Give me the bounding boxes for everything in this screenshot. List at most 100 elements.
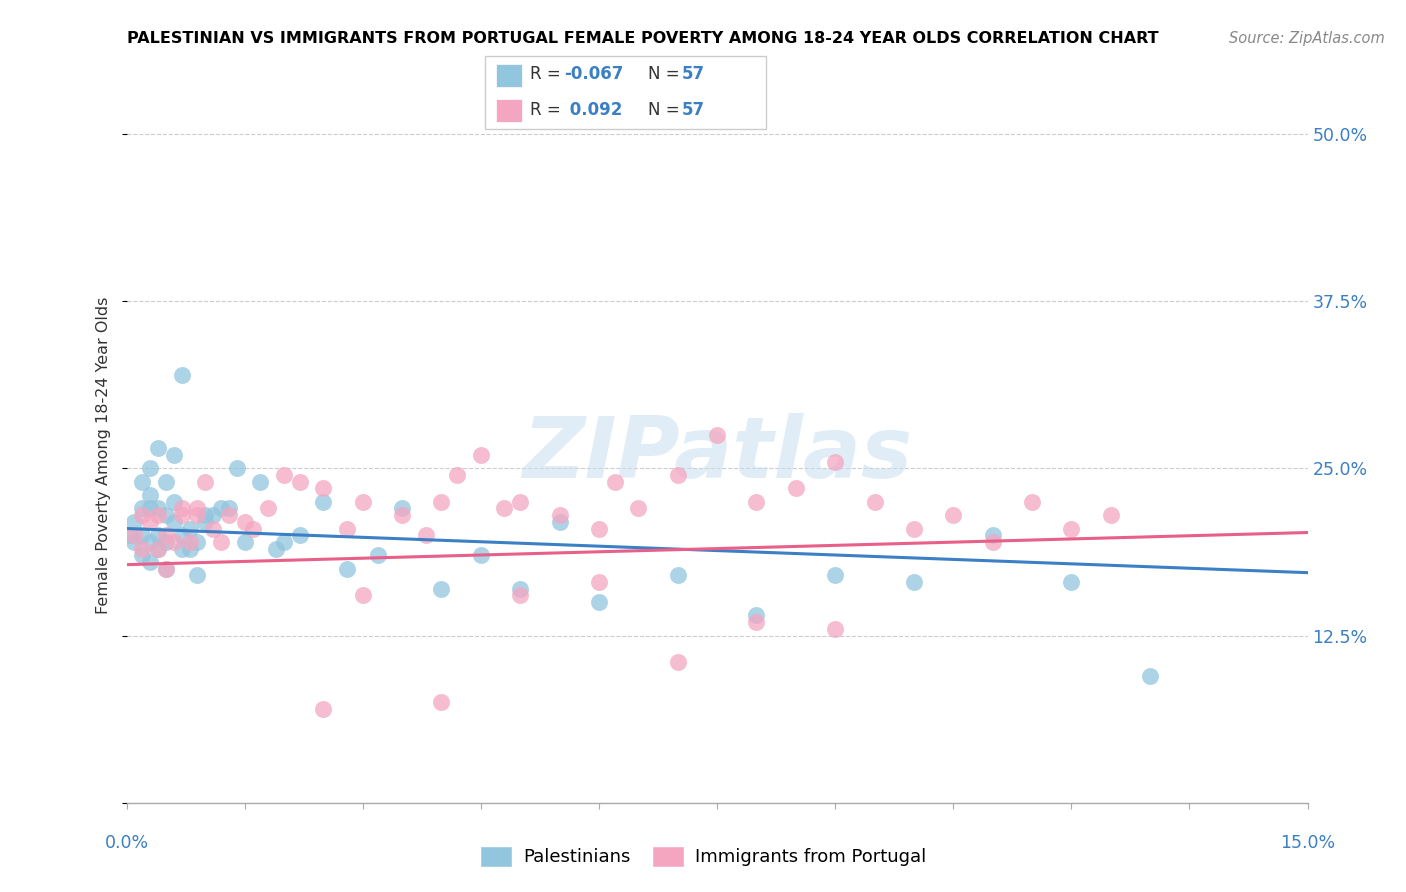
Text: R =: R = xyxy=(530,65,567,84)
Point xyxy=(745,615,768,630)
Point xyxy=(163,494,186,508)
Point xyxy=(170,508,193,523)
Point xyxy=(194,508,217,523)
Text: Source: ZipAtlas.com: Source: ZipAtlas.com xyxy=(1229,31,1385,46)
Point xyxy=(627,501,650,516)
Text: N =: N = xyxy=(648,65,685,84)
Point xyxy=(194,515,217,529)
Point xyxy=(824,622,846,636)
Point xyxy=(155,562,177,576)
Text: 57: 57 xyxy=(682,101,704,119)
Point xyxy=(170,368,193,382)
Point xyxy=(170,528,193,542)
Point xyxy=(470,448,492,462)
Point xyxy=(120,528,142,542)
Text: R =: R = xyxy=(530,101,571,119)
Point xyxy=(745,608,768,623)
FancyBboxPatch shape xyxy=(496,99,522,122)
Point xyxy=(233,515,256,529)
Text: -0.067: -0.067 xyxy=(564,65,623,84)
Point xyxy=(186,508,208,523)
Point xyxy=(745,494,768,508)
Point xyxy=(257,501,280,516)
Point xyxy=(186,568,208,582)
Point xyxy=(981,528,1004,542)
Point xyxy=(209,501,232,516)
Point xyxy=(131,501,153,516)
Point xyxy=(155,508,177,523)
Point xyxy=(131,528,153,542)
Point xyxy=(666,468,689,483)
Point xyxy=(186,501,208,516)
Point xyxy=(588,521,610,535)
Point xyxy=(163,515,186,529)
Point xyxy=(1099,508,1122,523)
Point xyxy=(470,548,492,563)
Point xyxy=(131,508,153,523)
Point xyxy=(509,494,531,508)
Point xyxy=(186,535,208,549)
Point xyxy=(312,702,335,716)
Point xyxy=(139,488,162,502)
Point xyxy=(352,589,374,603)
Point xyxy=(273,535,295,549)
Point xyxy=(273,468,295,483)
Point xyxy=(155,528,177,542)
Point xyxy=(1139,669,1161,683)
Point xyxy=(391,501,413,516)
Point xyxy=(1060,521,1083,535)
Point xyxy=(824,455,846,469)
Point xyxy=(336,521,359,535)
Point xyxy=(415,528,437,542)
Text: 57: 57 xyxy=(682,65,704,84)
Point xyxy=(179,541,201,556)
Point xyxy=(124,535,146,549)
Point xyxy=(146,501,169,516)
Legend: Palestinians, Immigrants from Portugal: Palestinians, Immigrants from Portugal xyxy=(472,838,934,874)
Point xyxy=(666,568,689,582)
Point xyxy=(139,535,162,549)
Point xyxy=(785,482,807,496)
Point xyxy=(588,595,610,609)
Point xyxy=(249,475,271,489)
Point xyxy=(155,475,177,489)
Point xyxy=(131,475,153,489)
Point xyxy=(288,475,311,489)
Point xyxy=(391,508,413,523)
Point xyxy=(124,515,146,529)
Point xyxy=(288,528,311,542)
Point xyxy=(548,515,571,529)
Point xyxy=(706,428,728,442)
Point xyxy=(163,535,186,549)
Point xyxy=(155,535,177,549)
Point xyxy=(446,468,468,483)
Point xyxy=(588,575,610,590)
Point xyxy=(209,535,232,549)
Point xyxy=(139,555,162,569)
Point xyxy=(494,501,516,516)
Point xyxy=(336,562,359,576)
Point xyxy=(194,475,217,489)
Point xyxy=(903,521,925,535)
Point xyxy=(352,494,374,508)
Point xyxy=(155,562,177,576)
Point xyxy=(242,521,264,535)
Point xyxy=(139,515,162,529)
Point xyxy=(1021,494,1043,508)
Text: N =: N = xyxy=(648,101,685,119)
Point xyxy=(430,696,453,710)
Point xyxy=(225,461,247,475)
Point xyxy=(163,448,186,462)
Point xyxy=(666,655,689,669)
Point xyxy=(170,541,193,556)
Point xyxy=(603,475,626,489)
Point xyxy=(179,535,201,549)
Point xyxy=(367,548,389,563)
Point xyxy=(509,582,531,596)
Point xyxy=(548,508,571,523)
Point xyxy=(139,501,162,516)
Point xyxy=(430,494,453,508)
Point xyxy=(202,521,225,535)
Point xyxy=(124,528,146,542)
Point xyxy=(170,501,193,516)
